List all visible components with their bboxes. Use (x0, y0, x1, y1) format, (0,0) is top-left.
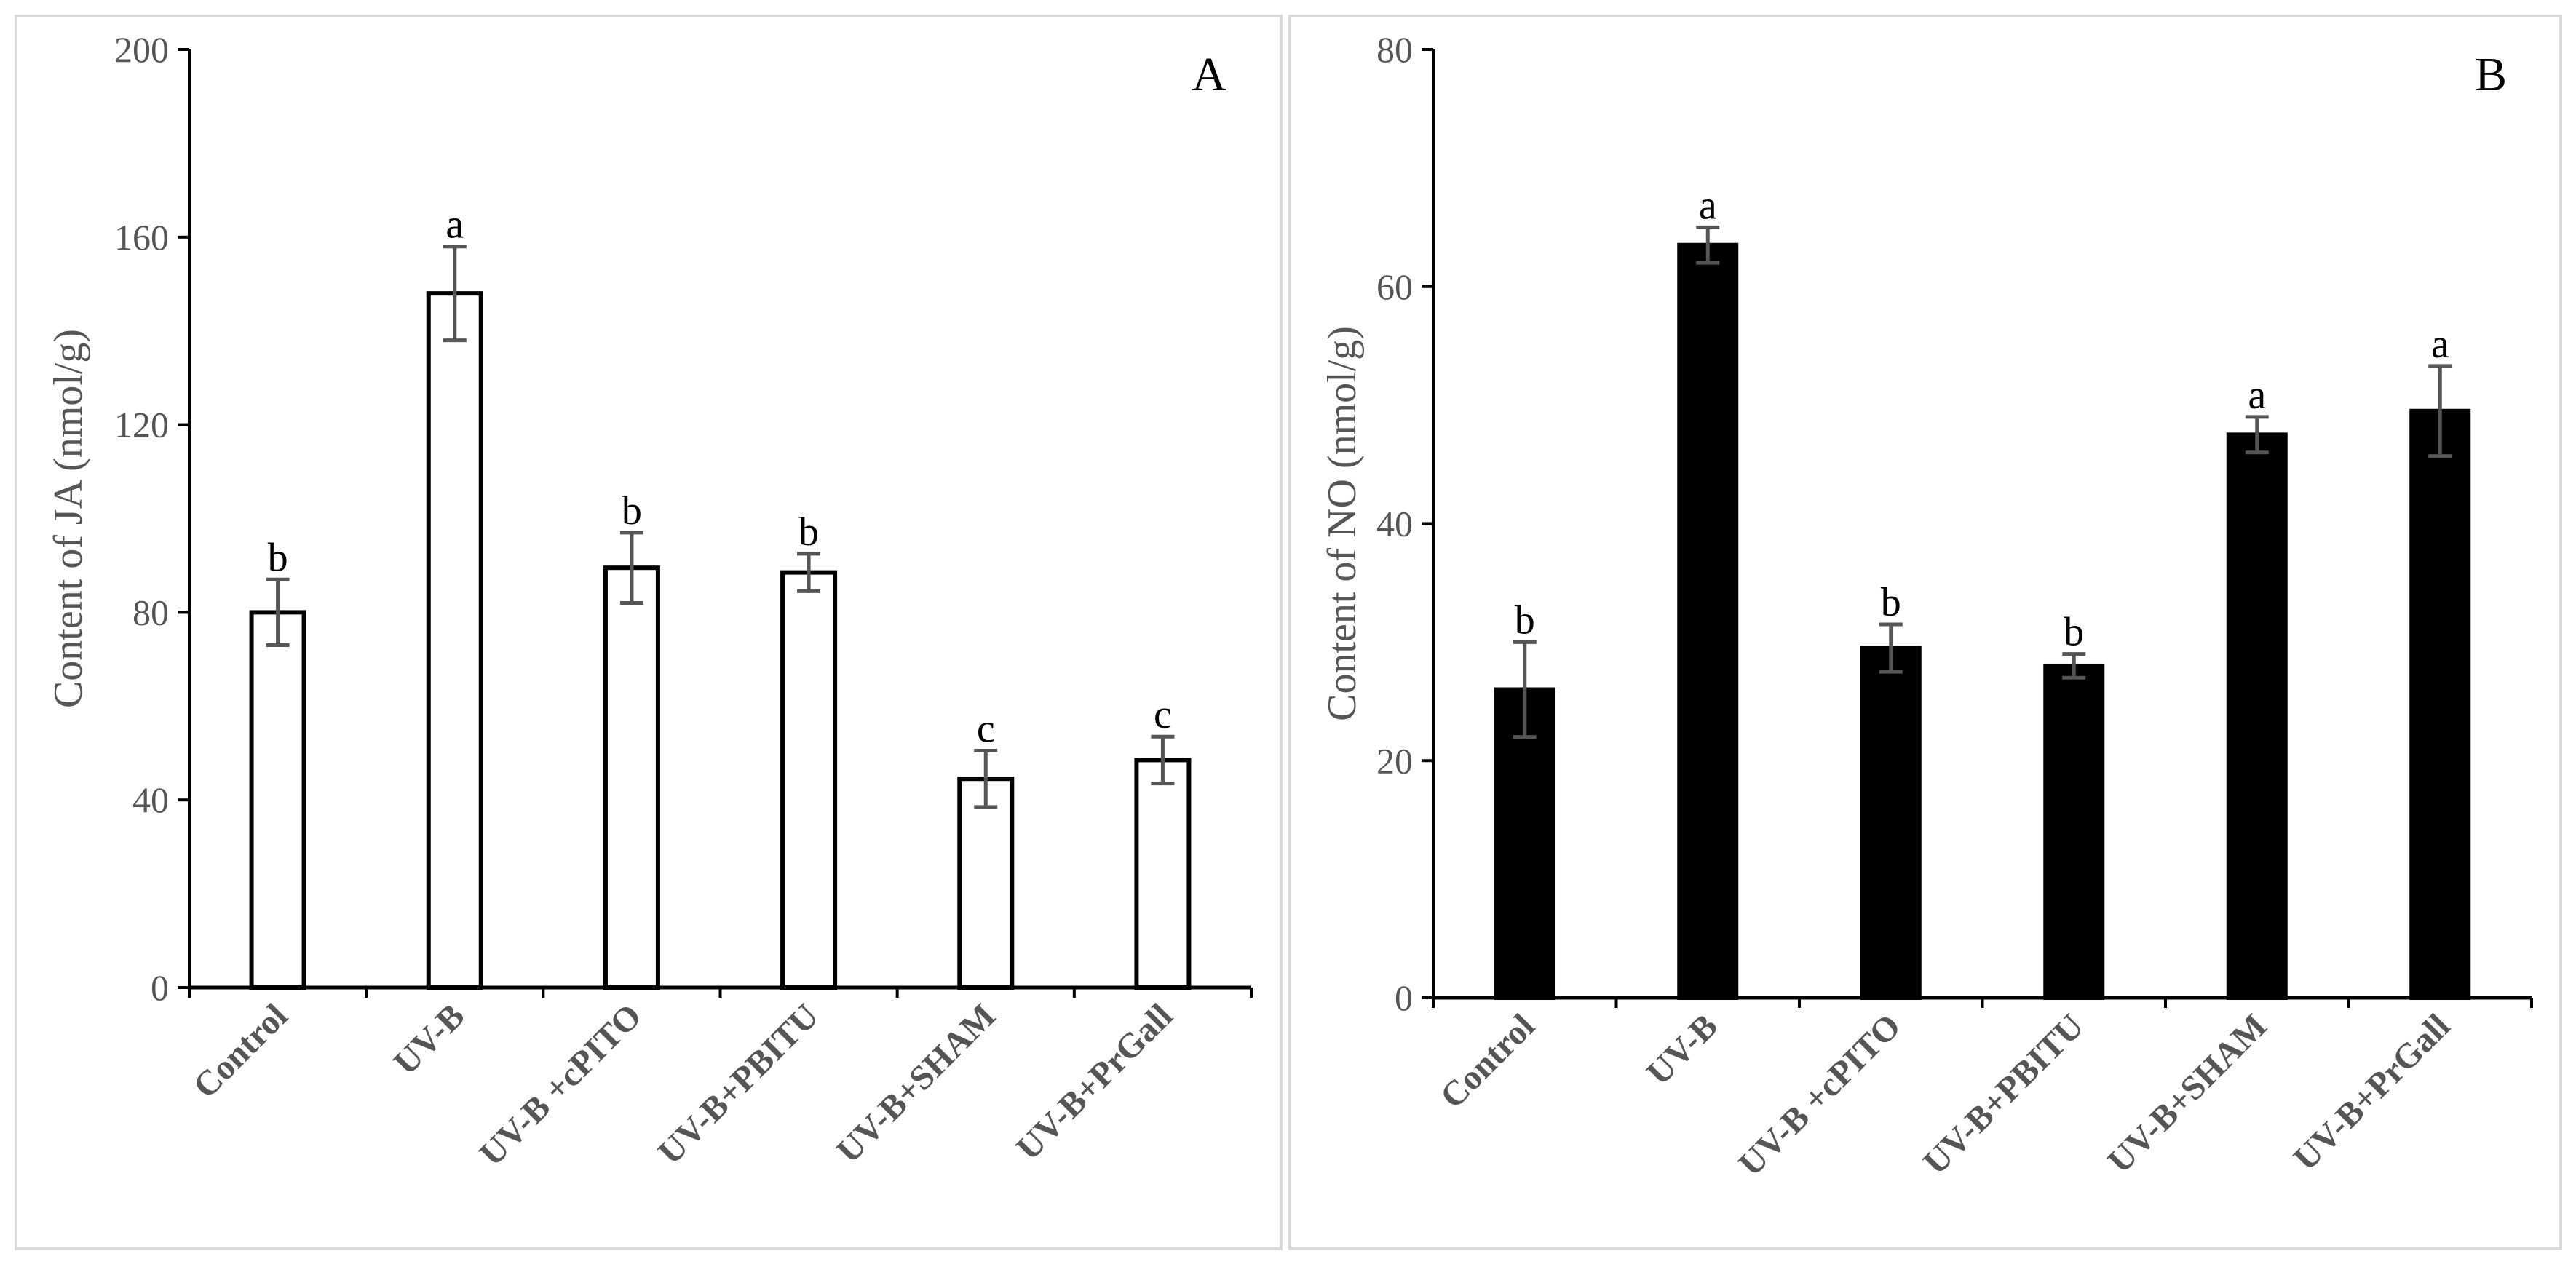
chart-b-y-axis-title: Content of NO (nmol/g) (1320, 326, 1365, 721)
chart-b-bar (2226, 432, 2288, 1000)
chart-a-bar (957, 777, 1015, 990)
chart-a-bar (249, 610, 306, 990)
chart-b-category-label: UV-B +cPITO (1731, 1006, 1908, 1183)
chart-a-y-tick-label: 200 (114, 29, 169, 70)
chart-b-significance-letter: a (2248, 373, 2266, 418)
chart-b-y-tick-label: 80 (1376, 29, 1413, 70)
chart-b-bar (1494, 687, 1555, 1001)
chart-a-panel-label: A (1192, 48, 1226, 101)
chart-b-category-label: UV-B+SHAM (2100, 1006, 2274, 1180)
chart-b-category-label: Control (1433, 1006, 1542, 1116)
chart-b-bar (1677, 242, 1739, 1000)
chart-b-bar (2409, 408, 2471, 1000)
chart-a-significance-letter: c (1154, 692, 1172, 737)
chart-b-panel-label: B (2475, 48, 2507, 101)
chart-b-significance-letter: b (2064, 610, 2084, 655)
chart-b-significance-letter: a (1699, 183, 1717, 228)
chart-a-significance-letter: b (798, 509, 819, 555)
chart-a-significance-letter: b (268, 535, 288, 580)
chart-b-significance-letter: b (1515, 597, 1535, 643)
chart-a-canvas: 0 40 80 120 160 200 Content of JA (nmol/g) Ab Co… (46, 29, 1253, 1173)
chart-a-bar (426, 291, 483, 990)
chart-b-canvas: 0 20 40 60 80 Content of NO (nmol/g) Bb Control… (1320, 29, 2533, 1183)
chart-a-category-label: UV-B+SHAM (829, 996, 1003, 1170)
chart-b-bar (2043, 663, 2105, 1000)
chart-a-bar (1134, 758, 1192, 990)
chart-a-category-label: Control (186, 996, 295, 1105)
chart-a-y-tick-label: 160 (114, 217, 169, 258)
chart-b-significance-letter: a (2431, 322, 2449, 367)
chart-b-y-tick-label: 60 (1376, 266, 1413, 307)
chart-a-category-label: UV-B+PrGall (1009, 996, 1180, 1167)
chart-a-y-tick-label: 120 (114, 405, 169, 445)
chart-b-y-tick-label: 40 (1376, 504, 1413, 544)
chart-a-y-axis-title: Content of JA (nmol/g) (46, 329, 91, 708)
chart-b-category-label: UV-B+PrGall (2286, 1006, 2457, 1177)
chart-a-y-tick-label: 0 (151, 967, 169, 1008)
chart-b-category-label: UV-B (1639, 1006, 1725, 1092)
chart-b-bar (1860, 646, 1922, 1000)
chart-a-bar (603, 565, 660, 990)
chart-a-significance-letter: b (622, 488, 642, 533)
chart-b-category-label: UV-B+PBITU (1916, 1006, 2091, 1182)
chart-a-category-label: UV-B+PBITU (651, 996, 826, 1172)
chart-a-y-tick-label: 40 (132, 779, 169, 820)
chart-a-y-tick-label: 80 (132, 592, 169, 632)
chart-a-bar (780, 570, 838, 990)
chart-b-y-tick-label: 20 (1376, 740, 1413, 781)
chart-a-category-label: UV-B (387, 996, 472, 1082)
chart-a-significance-letter: a (445, 202, 464, 247)
chart-b-significance-letter: b (1881, 580, 1901, 625)
chart-b-y-tick-label: 0 (1395, 977, 1413, 1018)
chart-a-category-label: UV-B +cPITO (472, 996, 649, 1173)
chart-a-significance-letter: c (977, 707, 995, 752)
